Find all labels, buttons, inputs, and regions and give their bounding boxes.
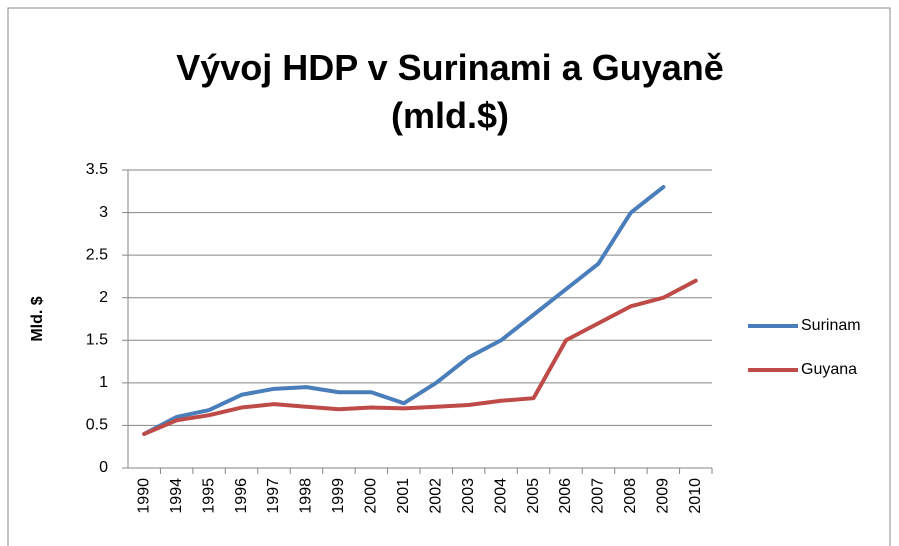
x-tick-label: 2002 (427, 478, 444, 514)
y-tick-label: 3.5 (86, 161, 108, 178)
x-tick-label: 1999 (330, 478, 347, 514)
line-series (142, 278, 698, 436)
x-tick-label: 2004 (492, 478, 509, 514)
x-tick-label: 2008 (622, 478, 639, 514)
x-tick-label: 1995 (200, 478, 217, 514)
y-tick-label: 2 (99, 289, 108, 306)
x-tick-label: 2000 (363, 478, 380, 514)
legend-label: Guyana (801, 361, 857, 378)
legend-label: Surinam (801, 317, 861, 334)
y-tick-label: 0 (99, 459, 108, 476)
x-tick-label: 1996 (233, 478, 250, 514)
x-tick-label: 2003 (460, 478, 477, 514)
x-tick-label: 2001 (395, 478, 412, 514)
y-tick-label: 1 (99, 374, 108, 391)
y-axis-label: Mld. $ (29, 296, 46, 341)
y-tick-label: 1.5 (86, 332, 108, 349)
y-tick-label: 0.5 (86, 417, 108, 434)
chart-border (7, 7, 891, 546)
x-tick-label: 1998 (298, 478, 315, 514)
y-tick-label: 3 (99, 204, 108, 221)
x-tick-label: 1990 (135, 478, 152, 514)
x-tick-label: 2009 (655, 478, 672, 514)
x-tick-label: 2010 (687, 478, 704, 514)
chart-title: Vývoj HDP v Surinami a Guyaně (mld.$) (176, 47, 724, 136)
line-series (142, 185, 666, 436)
x-tick-label: 1994 (168, 478, 185, 514)
x-tick-label: 2006 (557, 478, 574, 514)
x-tick-label: 2005 (525, 478, 542, 514)
x-tick-label: 1997 (265, 478, 282, 514)
x-tick-label: 2007 (590, 478, 607, 514)
y-tick-label: 2.5 (86, 246, 108, 263)
